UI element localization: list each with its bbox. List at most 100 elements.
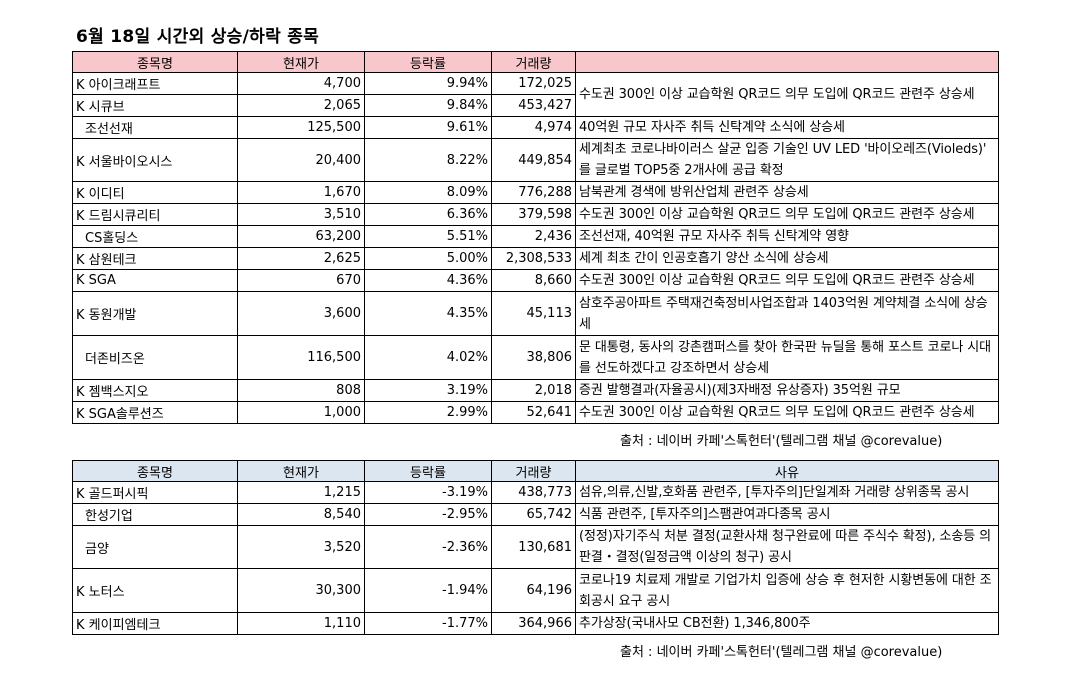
trade-volume: 8,660 xyxy=(491,269,576,292)
current-price: 2,065 xyxy=(237,94,365,117)
change-rate: 2.99% xyxy=(364,401,492,424)
reason: 수도권 300인 이상 교습학원 QR코드 의무 도입에 QR코드 관련주 상승… xyxy=(575,72,999,117)
change-rate: -2.95% xyxy=(364,503,492,526)
current-price: 3,600 xyxy=(237,291,365,336)
table-row: K 골드퍼시픽 1,215 -3.19% 438,773 섬유,의류,신발,호화품 관련… xyxy=(72,481,999,504)
trade-volume: 52,641 xyxy=(491,401,576,424)
table-row: K 젬백스지오 808 3.19% 2,018 증권 발행결과(자율공시)(제3자배정 … xyxy=(72,379,999,402)
stock-name: K 서울바이오시스 xyxy=(72,138,238,182)
table-header-row: 종목명 현재가 등락률 거래량 xyxy=(72,51,999,73)
current-price: 670 xyxy=(237,269,365,292)
current-price: 116,500 xyxy=(237,335,365,380)
table-row: 더존비즈온 116,500 4.02% 38,806 문 대통령, 동사의 강촌캠퍼스를… xyxy=(72,335,999,380)
current-price: 3,510 xyxy=(237,203,365,226)
trade-volume: 45,113 xyxy=(491,291,576,336)
stock-name: 한성기업 xyxy=(72,503,238,526)
change-rate: 5.00% xyxy=(364,247,492,270)
header-volume: 거래량 xyxy=(491,460,576,482)
current-price: 3,520 xyxy=(237,525,365,569)
rising-table-body: K 아이크래프트 4,700 9.94% 172,025 수도권 300인 이상 교습학… xyxy=(72,72,999,424)
reason: 남북관계 경색에 방위산업체 관련주 상승세 xyxy=(575,181,999,204)
header-name: 종목명 xyxy=(72,51,238,73)
trade-volume: 2,308,533 xyxy=(491,247,576,270)
stock-name: 조선선재 xyxy=(72,116,238,139)
reason: 조선선재, 40억원 규모 자사주 취득 신탁계약 영향 xyxy=(575,225,999,248)
table-row: 금양 3,520 -2.36% 130,681 (정정)자기주식 처분 결정(교환사채 … xyxy=(72,525,999,569)
change-rate: 3.19% xyxy=(364,379,492,402)
table-row: K 동원개발 3,600 4.35% 45,113 삼호주공아파트 주택재건축정비사업조… xyxy=(72,291,999,336)
trade-volume: 379,598 xyxy=(491,203,576,226)
table-row: K 삼원테크 2,625 5.00% 2,308,533 세계 최초 간이 인공호흡기 … xyxy=(72,247,999,270)
stock-name: K 케이피엠테크 xyxy=(72,612,238,635)
trade-volume: 172,025 xyxy=(491,72,576,95)
stock-name: K 아이크래프트 xyxy=(72,72,238,95)
stock-name: K 삼원테크 xyxy=(72,247,238,270)
header-volume: 거래량 xyxy=(491,51,576,73)
rising-stocks-table: 종목명 현재가 등락률 거래량 K 아이크래프트 4,700 9.94% 172,02… xyxy=(72,51,999,424)
change-rate: 5.51% xyxy=(364,225,492,248)
table-row: K 아이크래프트 4,700 9.94% 172,025 수도권 300인 이상 교습학… xyxy=(72,72,999,117)
table-row: K 노터스 30,300 -1.94% 64,196 코로나19 치료제 개발로 기업가… xyxy=(72,568,999,613)
stock-name: K 시큐브 xyxy=(72,94,238,117)
stock-name: K 젬백스지오 xyxy=(72,379,238,402)
source-note: 출처 : 네이버 카페'스톡헌터'(텔레그램 채널 @corevalue) xyxy=(620,645,943,660)
current-price: 2,625 xyxy=(237,247,365,270)
current-price: 125,500 xyxy=(237,116,365,139)
stock-name: K 골드퍼시픽 xyxy=(72,481,238,504)
change-rate: -2.36% xyxy=(364,525,492,569)
change-rate: 6.36% xyxy=(364,203,492,226)
header-change: 등락률 xyxy=(364,460,492,482)
reason: 수도권 300인 이상 교습학원 QR코드 의무 도입에 QR코드 관련주 상승… xyxy=(575,203,999,226)
trade-volume: 438,773 xyxy=(491,481,576,504)
change-rate: 8.22% xyxy=(364,138,492,182)
table-row: K SGA솔루션즈 1,000 2.99% 52,641 수도권 300인 이상 교습학… xyxy=(72,401,999,424)
current-price: 8,540 xyxy=(237,503,365,526)
stock-name: K 드림시큐리티 xyxy=(72,203,238,226)
reason: 세계 최초 간이 인공호흡기 양산 소식에 상승세 xyxy=(575,247,999,270)
reason: 증권 발행결과(자율공시)(제3자배정 유상증자) 35억원 규모 xyxy=(575,379,999,402)
table-row: K 서울바이오시스 20,400 8.22% 449,854 세계최초 코로나바이러스 … xyxy=(72,138,999,182)
header-price: 현재가 xyxy=(237,460,365,482)
header-name: 종목명 xyxy=(72,460,238,482)
change-rate: 4.36% xyxy=(364,269,492,292)
table-row: CS홀딩스 63,200 5.51% 2,436 조선선재, 40억원 규모 자사주 취… xyxy=(72,225,999,248)
current-price: 30,300 xyxy=(237,568,365,613)
trade-volume: 776,288 xyxy=(491,181,576,204)
reason: 세계최초 코로나바이러스 살균 입증 기술인 UV LED '바이오레즈(Vio… xyxy=(575,138,999,182)
current-price: 1,215 xyxy=(237,481,365,504)
stock-name: K 이디티 xyxy=(72,181,238,204)
reason: 수도권 300인 이상 교습학원 QR코드 의무 도입에 QR코드 관련주 상승… xyxy=(575,269,999,292)
stock-name: K 노터스 xyxy=(72,568,238,613)
falling-table-body: K 골드퍼시픽 1,215 -3.19% 438,773 섬유,의류,신발,호화품 관련… xyxy=(72,481,999,635)
change-rate: -3.19% xyxy=(364,481,492,504)
trade-volume: 4,974 xyxy=(491,116,576,139)
stock-name: CS홀딩스 xyxy=(72,225,238,248)
change-rate: 4.02% xyxy=(364,335,492,380)
reason: 40억원 규모 자사주 취득 신탁계약 소식에 상승세 xyxy=(575,116,999,139)
table-row: K SGA 670 4.36% 8,660 수도권 300인 이상 교습학원 QR코드 … xyxy=(72,269,999,292)
table-row: 조선선재 125,500 9.61% 4,974 40억원 규모 자사주 취득 신탁계약… xyxy=(72,116,999,139)
current-price: 63,200 xyxy=(237,225,365,248)
reason: 문 대통령, 동사의 강촌캠퍼스를 찾아 한국판 뉴딜을 통해 포스트 코로나 … xyxy=(575,335,999,380)
change-rate: 9.84% xyxy=(364,94,492,117)
change-rate: -1.77% xyxy=(364,612,492,635)
reason: 추가상장(국내사모 CB전환) 1,346,800주 xyxy=(575,612,999,635)
stock-name: 더존비즈온 xyxy=(72,335,238,380)
current-price: 808 xyxy=(237,379,365,402)
header-reason xyxy=(575,51,999,73)
trade-volume: 2,018 xyxy=(491,379,576,402)
reason: 수도권 300인 이상 교습학원 QR코드 의무 도입에 QR코드 관련주 상승… xyxy=(575,401,999,424)
header-reason: 사유 xyxy=(575,460,999,482)
trade-volume: 65,742 xyxy=(491,503,576,526)
reason: 섬유,의류,신발,호화품 관련주, [투자주의]단일계좌 거래량 상위종목 공시 xyxy=(575,481,999,504)
header-price: 현재가 xyxy=(237,51,365,73)
trade-volume: 364,966 xyxy=(491,612,576,635)
stock-name: K SGA솔루션즈 xyxy=(72,401,238,424)
trade-volume: 449,854 xyxy=(491,138,576,182)
stock-name: K 동원개발 xyxy=(72,291,238,336)
table-row: K 드림시큐리티 3,510 6.36% 379,598 수도권 300인 이상 교습학… xyxy=(72,203,999,226)
stock-name: K SGA xyxy=(72,269,238,292)
reason: 코로나19 치료제 개발로 기업가치 입증에 상승 후 현저한 시황변동에 대한… xyxy=(575,568,999,613)
change-rate: -1.94% xyxy=(364,568,492,613)
header-change: 등락률 xyxy=(364,51,492,73)
